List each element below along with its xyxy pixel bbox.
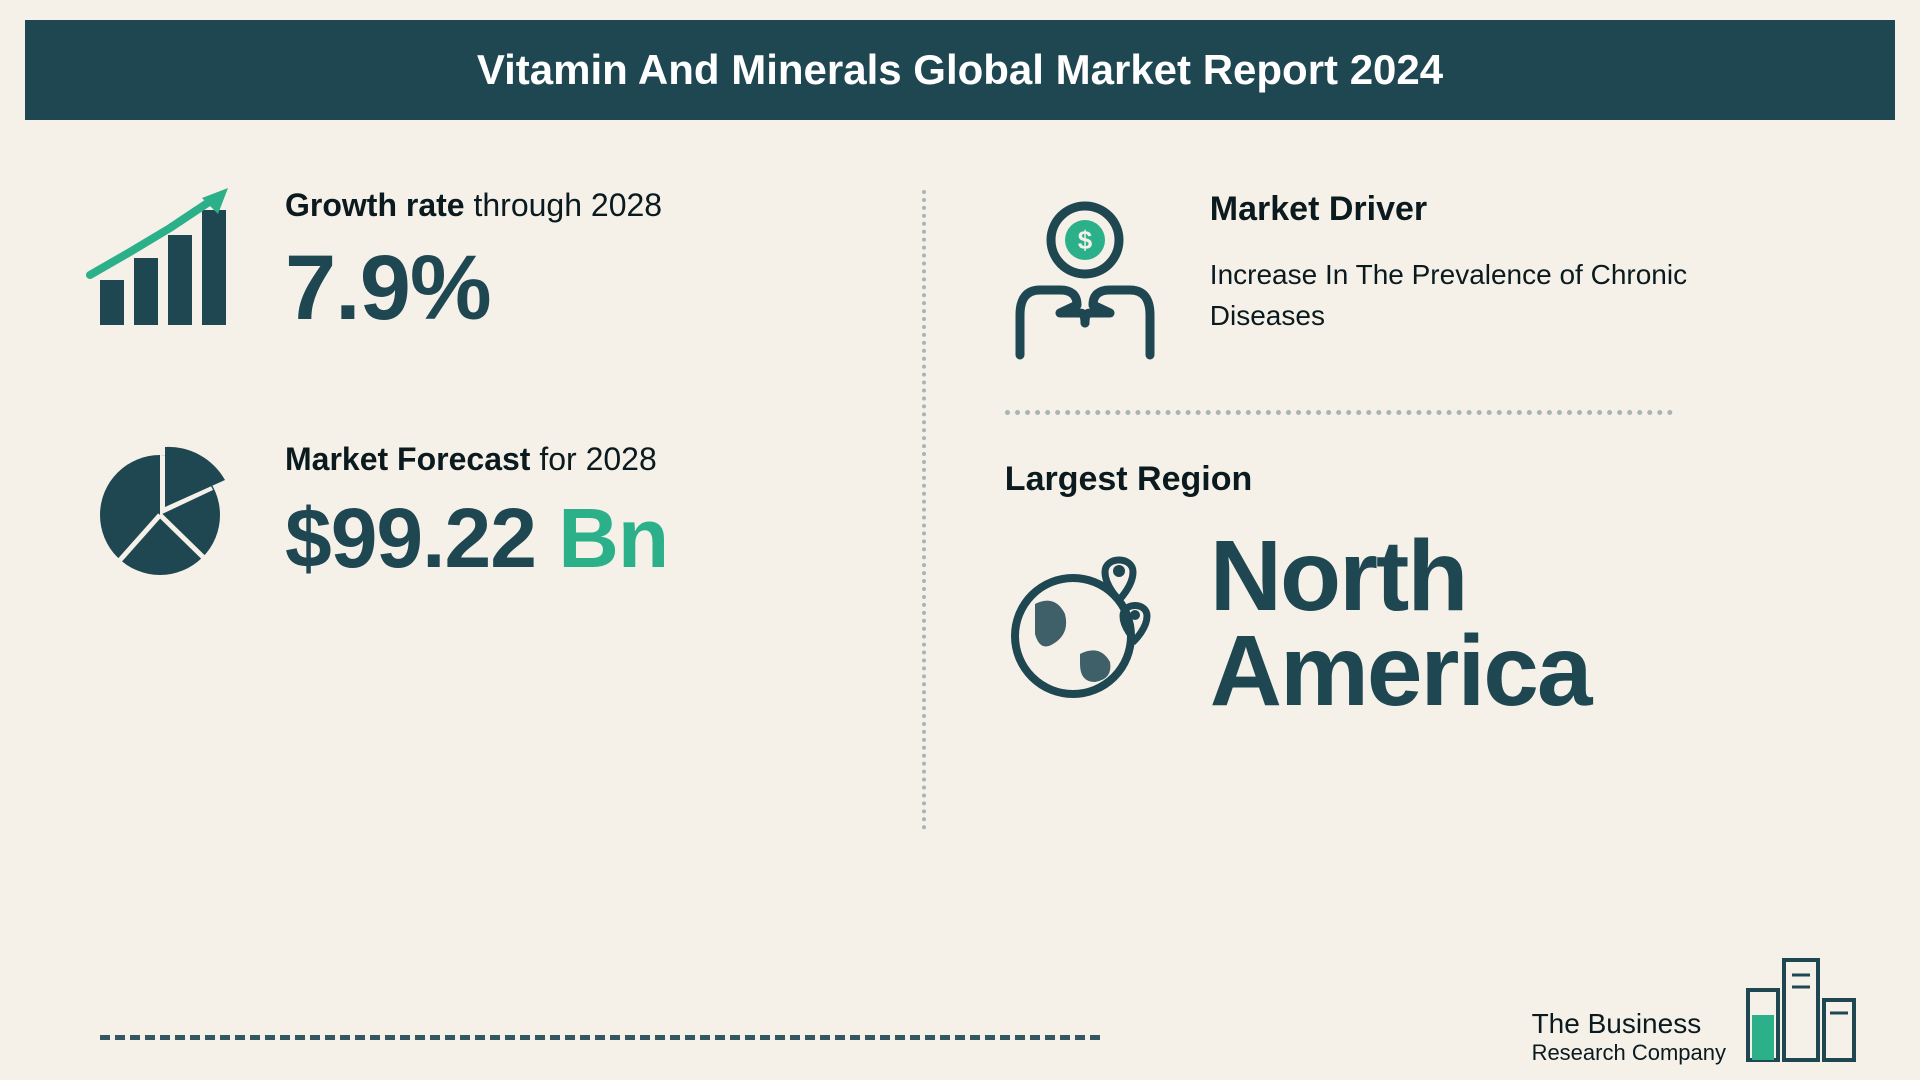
logo-buildings-icon bbox=[1740, 945, 1860, 1065]
growth-label-strong: Growth rate bbox=[285, 187, 465, 223]
market-forecast-block: Market Forecast for 2028 $99.22 Bn bbox=[80, 430, 885, 590]
left-column: Growth rate through 2028 7.9% Market For… bbox=[80, 180, 925, 1040]
logo-text: The Business Research Company bbox=[1532, 1008, 1726, 1065]
forecast-label-strong: Market Forecast bbox=[285, 441, 530, 477]
pie-chart-icon bbox=[80, 430, 240, 590]
forecast-text: Market Forecast for 2028 $99.22 Bn bbox=[285, 441, 885, 580]
forecast-label-rest: for 2028 bbox=[530, 441, 656, 477]
forecast-value: $99.22 Bn bbox=[285, 496, 885, 580]
forecast-value-unit: Bn bbox=[536, 491, 668, 585]
bar-chart-arrow-icon bbox=[80, 180, 240, 340]
driver-text-wrap: Market Driver Increase In The Prevalence… bbox=[1210, 190, 1770, 336]
largest-region-block: Largest Region North America bbox=[1005, 460, 1840, 719]
svg-text:$: $ bbox=[1078, 225, 1093, 255]
content-area: Growth rate through 2028 7.9% Market For… bbox=[0, 120, 1920, 1080]
company-logo: The Business Research Company bbox=[1532, 945, 1860, 1065]
growth-value: 7.9% bbox=[285, 242, 885, 334]
market-driver-block: $ Market Driver Increase In The Prevalen… bbox=[1005, 190, 1840, 360]
report-title-bar: Vitamin And Minerals Global Market Repor… bbox=[25, 20, 1895, 120]
driver-text: Increase In The Prevalence of Chronic Di… bbox=[1210, 255, 1770, 336]
globe-pins-icon bbox=[1005, 544, 1165, 704]
growth-label-rest: through 2028 bbox=[465, 187, 663, 223]
driver-title: Market Driver bbox=[1210, 190, 1770, 229]
logo-line1: The Business bbox=[1532, 1008, 1726, 1040]
region-value: North America bbox=[1210, 529, 1591, 719]
region-title: Largest Region bbox=[1005, 460, 1840, 499]
forecast-value-main: $99.22 bbox=[285, 491, 536, 585]
hands-coin-icon: $ bbox=[1005, 200, 1165, 360]
growth-label: Growth rate through 2028 bbox=[285, 187, 885, 224]
growth-rate-block: Growth rate through 2028 7.9% bbox=[80, 180, 885, 340]
horizontal-dotted-divider bbox=[1005, 410, 1673, 415]
bottom-dashed-line bbox=[100, 1035, 1100, 1040]
report-title: Vitamin And Minerals Global Market Repor… bbox=[477, 46, 1443, 94]
region-value-line1: North bbox=[1210, 529, 1591, 624]
right-column: $ Market Driver Increase In The Prevalen… bbox=[925, 180, 1840, 1040]
growth-text: Growth rate through 2028 7.9% bbox=[285, 187, 885, 334]
region-value-line2: America bbox=[1210, 624, 1591, 719]
forecast-label: Market Forecast for 2028 bbox=[285, 441, 885, 478]
logo-line2: Research Company bbox=[1532, 1040, 1726, 1065]
